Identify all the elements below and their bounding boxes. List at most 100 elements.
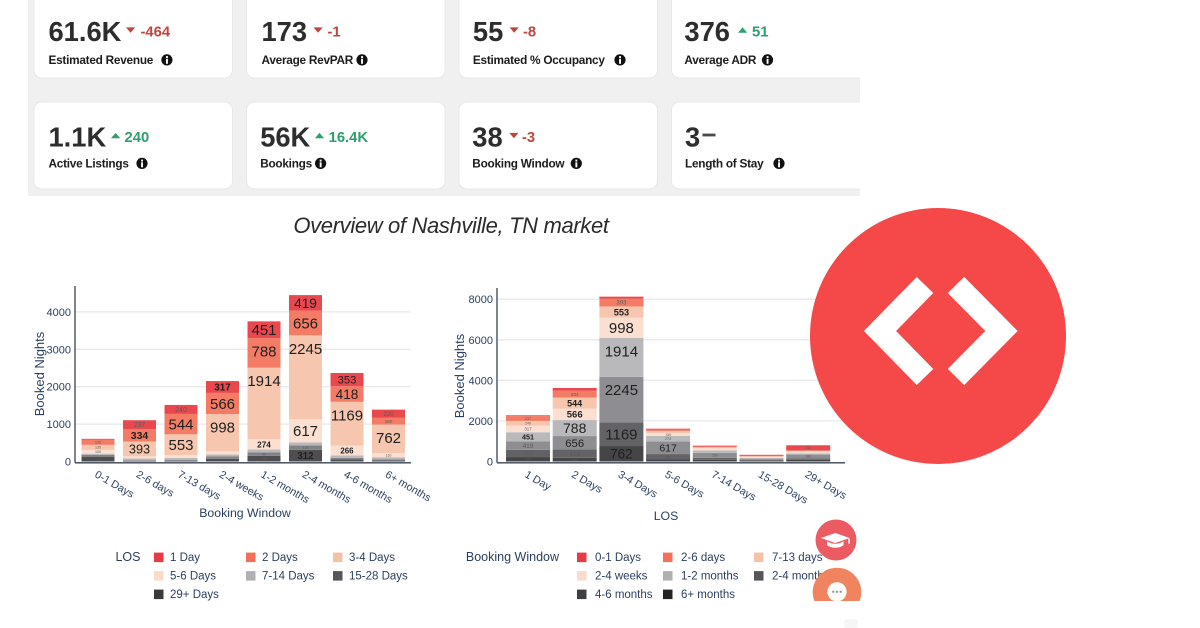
svg-text:8000: 8000 — [469, 294, 493, 306]
svg-text:312: 312 — [297, 451, 313, 462]
svg-text:55: 55 — [473, 16, 503, 47]
svg-text:135: 135 — [95, 446, 101, 450]
svg-text:334: 334 — [571, 392, 579, 398]
svg-text:544: 544 — [567, 398, 582, 408]
svg-text:2-4 months: 2-4 months — [772, 571, 830, 583]
svg-text:15-28 Days: 15-28 Days — [756, 469, 810, 507]
svg-text:110: 110 — [386, 453, 392, 457]
svg-text:418: 418 — [569, 451, 580, 458]
svg-text:5-6 Days: 5-6 Days — [170, 571, 216, 583]
svg-text:1-2 months: 1-2 months — [681, 571, 739, 583]
svg-text:266: 266 — [340, 446, 354, 455]
svg-text:656: 656 — [293, 315, 318, 332]
svg-text:998: 998 — [609, 320, 634, 337]
svg-text:Average ADR: Average ADR — [684, 53, 757, 67]
svg-text:2-4 weeks: 2-4 weeks — [217, 469, 266, 504]
svg-text:220: 220 — [525, 458, 531, 462]
svg-text:3: 3 — [685, 122, 700, 153]
svg-text:Estimated % Occupancy: Estimated % Occupancy — [473, 53, 605, 67]
svg-text:Active Listings: Active Listings — [49, 156, 130, 170]
svg-text:617: 617 — [659, 443, 677, 455]
svg-text:274: 274 — [257, 440, 271, 449]
svg-text:788: 788 — [563, 420, 587, 436]
svg-text:Estimated Revenue: Estimated Revenue — [49, 53, 154, 67]
svg-text:1 Day: 1 Day — [170, 552, 200, 564]
svg-text:240: 240 — [525, 422, 531, 426]
svg-text:56K: 56K — [260, 122, 310, 153]
svg-text:1169: 1169 — [605, 427, 637, 444]
svg-text:180: 180 — [572, 458, 578, 462]
svg-text:393: 393 — [616, 301, 627, 307]
svg-text:419: 419 — [523, 443, 534, 450]
svg-text:51: 51 — [752, 25, 768, 41]
svg-text:317: 317 — [214, 383, 231, 394]
svg-text:4-6 months: 4-6 months — [595, 589, 653, 601]
svg-text:0-1 Days: 0-1 Days — [595, 552, 641, 564]
svg-text:7-13 days: 7-13 days — [772, 552, 823, 564]
svg-text:38: 38 — [472, 122, 502, 153]
svg-text:788: 788 — [251, 344, 276, 361]
svg-text:-3: -3 — [522, 130, 535, 146]
svg-text:266: 266 — [665, 455, 671, 459]
svg-text:553: 553 — [614, 307, 629, 317]
svg-text:100: 100 — [95, 450, 101, 454]
svg-text:6000: 6000 — [469, 335, 493, 347]
svg-text:998: 998 — [210, 420, 235, 437]
svg-text:250: 250 — [712, 454, 718, 458]
svg-text:2000: 2000 — [47, 382, 71, 394]
svg-text:1169: 1169 — [331, 407, 363, 424]
svg-text:-8: -8 — [523, 25, 536, 41]
svg-text:762: 762 — [376, 430, 401, 447]
svg-text:Booked Nights: Booked Nights — [32, 331, 47, 416]
svg-text:250: 250 — [805, 446, 811, 450]
svg-text:237: 237 — [134, 422, 146, 429]
svg-text:173: 173 — [262, 16, 308, 47]
svg-text:Overview of Nashville, TN mark: Overview of Nashville, TN market — [293, 213, 609, 238]
svg-text:7-14 Days: 7-14 Days — [709, 469, 758, 504]
svg-text:Bookings: Bookings — [260, 156, 312, 170]
svg-text:6+ months: 6+ months — [681, 589, 735, 601]
svg-text:393: 393 — [129, 442, 150, 456]
svg-text:274: 274 — [665, 437, 671, 441]
svg-text:2245: 2245 — [289, 341, 322, 358]
svg-text:553: 553 — [168, 437, 193, 454]
svg-text:3000: 3000 — [47, 344, 71, 356]
svg-text:566: 566 — [210, 396, 235, 413]
svg-text:3-4 Days: 3-4 Days — [616, 469, 660, 501]
svg-text:2000: 2000 — [469, 416, 493, 428]
svg-text:1914: 1914 — [605, 343, 638, 360]
svg-text:762: 762 — [610, 447, 633, 462]
svg-text:180: 180 — [805, 455, 811, 459]
svg-text:566: 566 — [567, 410, 583, 421]
svg-text:Booking Window: Booking Window — [199, 506, 291, 520]
svg-text:4000: 4000 — [47, 307, 71, 319]
svg-text:240: 240 — [125, 130, 150, 146]
svg-text:-1: -1 — [328, 25, 341, 41]
svg-text:4000: 4000 — [469, 375, 493, 387]
svg-text:Booking Window: Booking Window — [472, 156, 565, 170]
svg-text:29+ Days: 29+ Days — [803, 469, 849, 503]
svg-text:150: 150 — [665, 433, 671, 437]
svg-text:1.1K: 1.1K — [49, 122, 107, 153]
svg-text:120: 120 — [95, 458, 101, 462]
svg-text:2-4 weeks: 2-4 weeks — [595, 571, 648, 583]
svg-text:451: 451 — [522, 432, 534, 441]
svg-text:2-6 days: 2-6 days — [681, 552, 725, 564]
svg-text:240: 240 — [175, 407, 187, 414]
svg-text:1000: 1000 — [47, 419, 71, 431]
svg-text:656: 656 — [565, 438, 584, 450]
svg-text:317: 317 — [524, 427, 532, 432]
svg-text:3-4 Days: 3-4 Days — [349, 552, 395, 564]
svg-text:2-6 days: 2-6 days — [134, 469, 176, 500]
svg-text:1 Day: 1 Day — [523, 469, 554, 494]
svg-text:Booked Nights: Booked Nights — [452, 333, 467, 418]
svg-text:Booking Window: Booking Window — [466, 550, 560, 564]
svg-text:544: 544 — [168, 417, 193, 434]
svg-text:7-13 days: 7-13 days — [176, 469, 224, 503]
svg-text:Average RevPAR: Average RevPAR — [262, 53, 354, 67]
svg-text:5-6 Days: 5-6 Days — [663, 469, 707, 501]
svg-text:Length of Stay: Length of Stay — [685, 156, 764, 170]
svg-text:353: 353 — [524, 451, 533, 457]
svg-text:15-28 Days: 15-28 Days — [349, 571, 408, 583]
svg-text:376: 376 — [684, 16, 730, 47]
